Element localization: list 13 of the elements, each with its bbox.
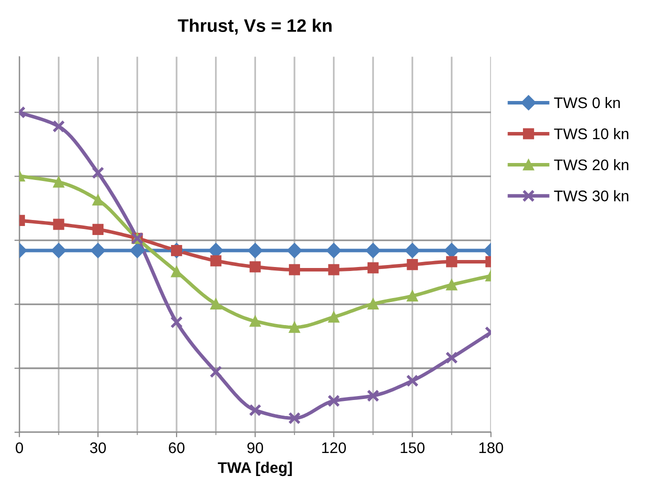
x-tick-label: 180: [479, 442, 504, 454]
legend-label: TWS 0 kn: [554, 96, 620, 108]
legend-label: TWS 10 kn: [554, 128, 628, 140]
chart-title: Thrust, Vs = 12 kn: [178, 18, 332, 35]
legend-label: TWS 30 kn: [554, 190, 628, 202]
x-tick-label: 90: [247, 442, 264, 454]
x-tick-label: 150: [400, 442, 425, 454]
x-tick-label: 0: [16, 442, 24, 454]
x-axis-title: TWA [deg]: [218, 462, 292, 476]
x-tick-label: 120: [322, 442, 346, 454]
legend-label: TWS 20 kn: [554, 159, 628, 170]
x-tick-label: 30: [90, 442, 106, 454]
x-tick-label: 60: [168, 442, 184, 454]
